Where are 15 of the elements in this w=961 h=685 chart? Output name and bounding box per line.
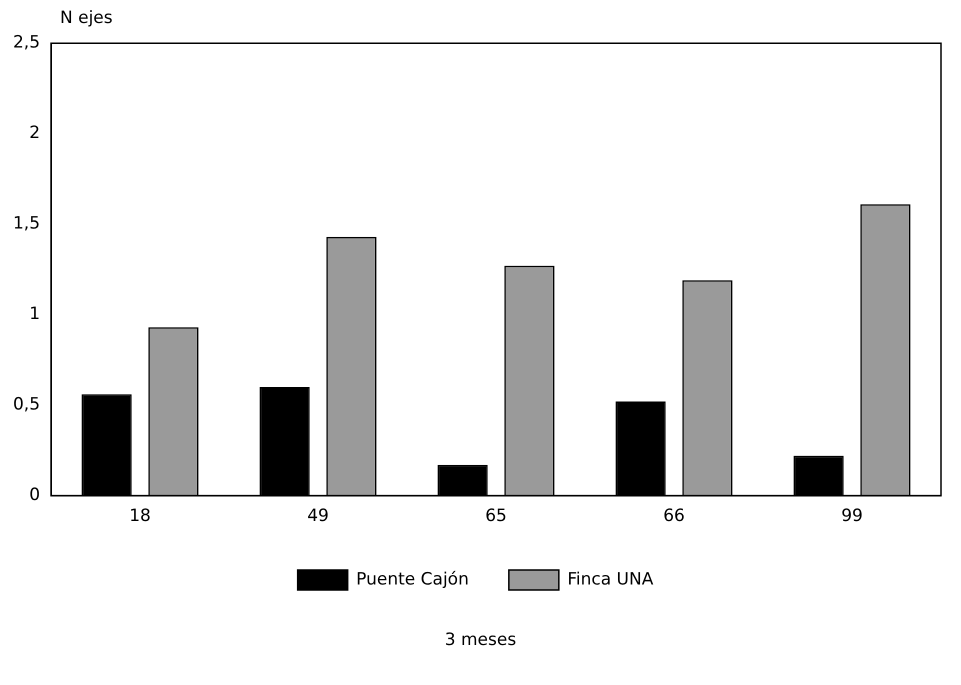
y-tick-label: 0 <box>29 485 40 506</box>
y-tick-label: 2 <box>29 123 40 144</box>
y-tick-label: 1,5 <box>12 214 40 234</box>
x-tick-label: 66 <box>663 506 685 526</box>
legend-label: Finca UNA <box>567 569 654 590</box>
x-tick-label: 18 <box>129 506 151 526</box>
x-tick-label: 65 <box>485 506 507 526</box>
legend-label: Puente Cajón <box>356 569 469 590</box>
y-tick-label: 1 <box>29 304 40 324</box>
y-tick-label: 2,5 <box>12 32 40 53</box>
x-tick-label: 49 <box>307 506 329 526</box>
y-axis-title: N ejes <box>60 8 113 28</box>
x-tick-label: 99 <box>841 506 863 526</box>
y-tick-label: 0,5 <box>12 394 40 415</box>
text: 3 meses <box>444 630 518 650</box>
